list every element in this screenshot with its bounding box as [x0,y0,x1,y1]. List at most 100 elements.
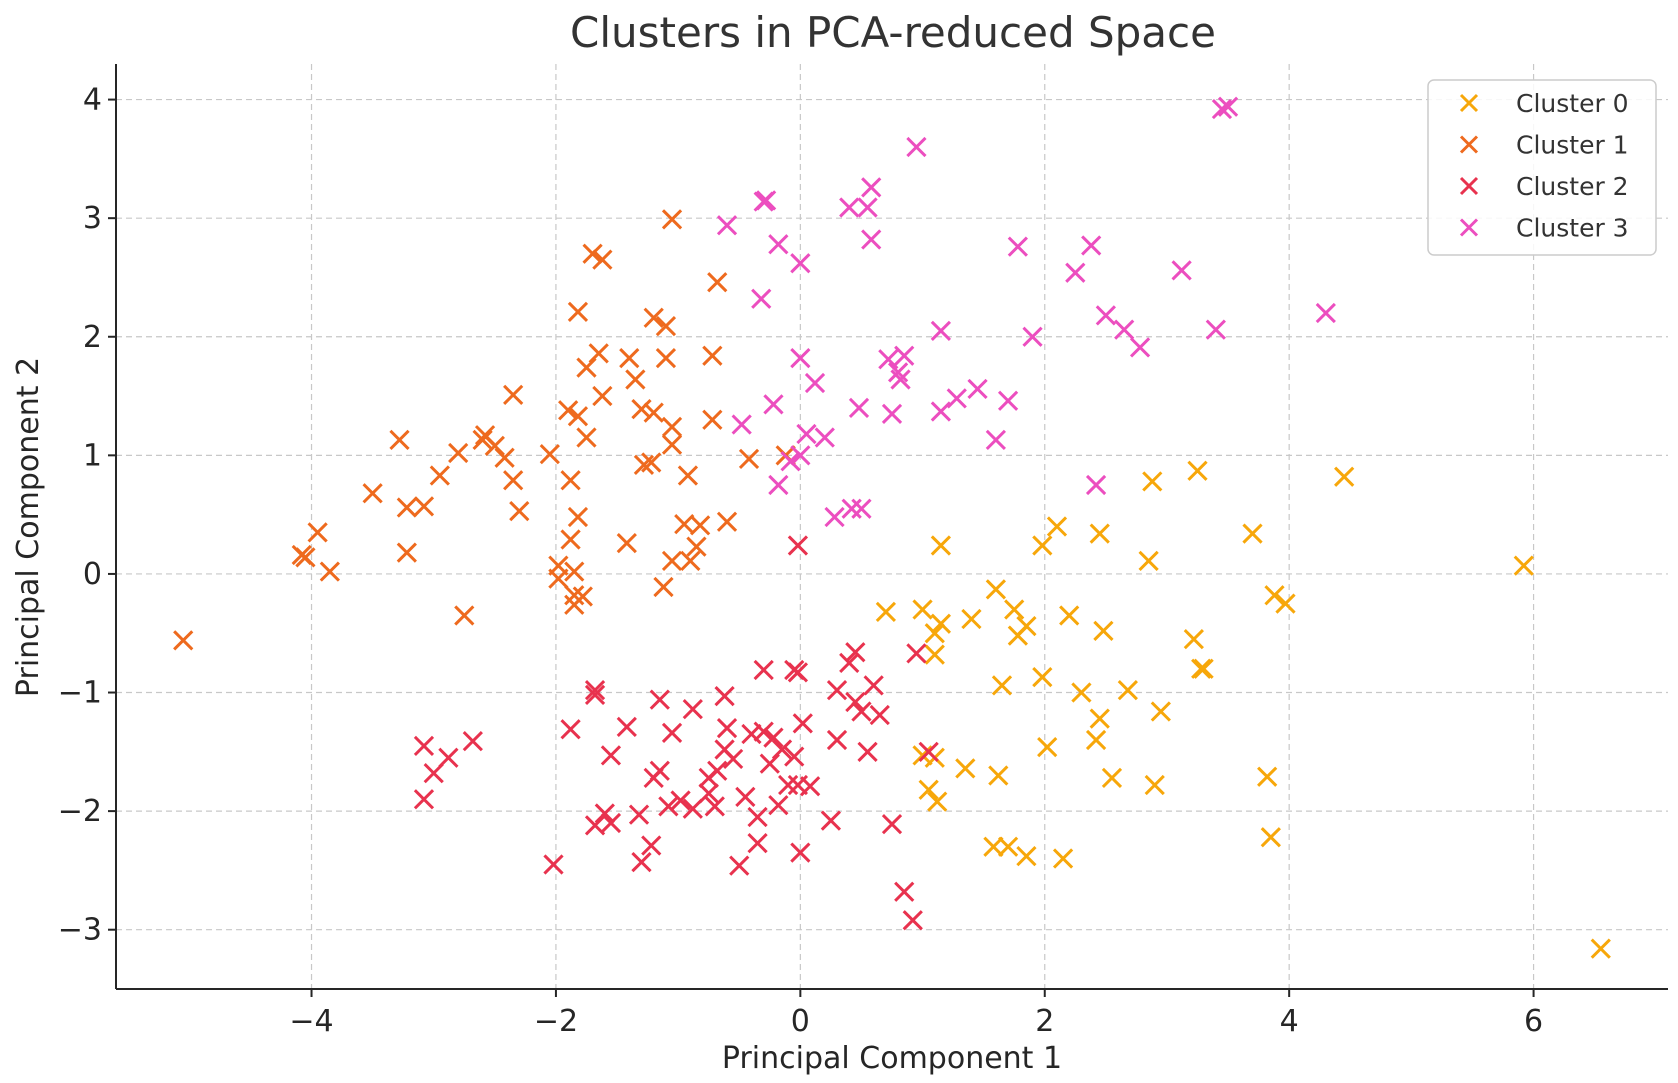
cluster-3-point [857,197,878,218]
cluster-1-point [588,343,609,364]
x-tick-label: 2 [1035,1004,1054,1039]
cluster-3-point [1114,319,1135,340]
cluster-0-point [1032,535,1053,556]
legend-marker-cluster-0 [1459,93,1479,113]
cluster-1-point [429,465,450,486]
legend-label-cluster-2: Cluster 2 [1516,172,1629,201]
cluster-2-point [661,722,683,743]
legend-label-cluster-0: Cluster 0 [1516,89,1629,118]
cluster-1-point [674,514,695,535]
cluster-1-point [307,522,328,543]
cluster-3-point [930,401,952,422]
cluster-1-point [641,452,662,473]
cluster-3-point [967,378,988,400]
cluster-3-point [763,394,784,415]
cluster-0-point [1016,615,1037,637]
cluster-1-point [396,497,417,518]
cluster-2-point [600,745,622,766]
cluster-0-point [1193,658,1214,679]
cluster-0-point [1037,736,1058,758]
legend-label-cluster-3: Cluster 3 [1516,214,1629,243]
cluster-0-point [955,758,976,779]
cluster-3-point [881,403,903,424]
cluster-3-point [731,414,752,435]
cluster-1-point [592,385,613,407]
cluster-2-point [413,789,435,810]
cluster-3-point [790,253,811,274]
cluster-3-point [839,197,860,218]
cluster-0-point [1085,729,1107,751]
cluster-3-point [768,474,789,496]
cluster-1-point [616,532,637,554]
cluster-1-point [707,272,728,293]
cluster-1-point [503,384,524,405]
cluster-2-point [584,680,606,701]
cluster-0-point [1264,585,1285,606]
cluster-0-point [1089,523,1110,544]
cluster-3-point [780,451,801,472]
cluster-1-point [548,555,569,576]
cluster-2-point [881,814,903,835]
cluster-0-point [924,623,945,644]
cluster-2-point [560,719,581,740]
cluster-2-point [820,810,842,831]
cluster-1-point [494,447,515,468]
cluster-0-point [1138,550,1159,572]
chart-title: Clusters in PCA-reduced Space [570,8,1216,57]
cluster-2-point [787,662,809,683]
cluster-0-point [1187,460,1208,481]
cluster-1-point [558,400,579,421]
cluster-0-point [1590,938,1611,959]
cluster-1-point [448,442,469,464]
cluster-1-point [686,536,707,557]
data-points [173,96,1611,959]
y-tick-label: 4 [83,83,102,118]
cluster-0-point [1275,593,1296,614]
cluster-1-point [472,429,493,451]
cluster-1-point [716,511,738,532]
y-tick-label: 1 [83,438,102,473]
cluster-0-point [1046,516,1068,537]
cluster-0-point [1101,767,1123,789]
cluster-2-point [902,910,923,931]
cluster-2-point [768,795,789,816]
cluster-1-point [653,576,674,598]
y-tick-label: −1 [58,676,102,711]
cluster-3-point [1095,305,1116,326]
y-tick-label: −2 [58,794,102,829]
cluster-1-point [661,209,683,230]
cluster-1-point [567,406,589,427]
cluster-2-point [413,735,435,757]
legend-marker-cluster-2 [1459,176,1479,196]
cluster-2-point [631,851,652,873]
cluster-2-point [784,746,805,767]
cluster-0-point [927,791,948,812]
x-tick-label: 4 [1280,1004,1299,1039]
cluster-2-point [839,652,860,673]
y-axis-label: Principal Component 2 [11,357,46,697]
cluster-0-point [1150,701,1171,722]
cluster-3-point [997,390,1019,411]
cluster-0-point [1144,774,1165,796]
cluster-1-point [572,586,593,607]
cluster-0-point [961,608,982,630]
cluster-1-point [655,347,677,369]
legend: Cluster 0 Cluster 1 Cluster 2 Cluster 3 [1427,79,1657,256]
cluster-3-point [716,215,738,236]
cluster-0-point [1004,599,1025,620]
cluster-2-point [894,881,915,902]
cluster-1-point [655,315,677,337]
cluster-3-point [878,349,899,370]
cluster-1-point [454,605,475,626]
cluster-1-point [592,249,613,270]
cluster-0-point [988,765,1009,786]
cluster-3-point [848,397,870,419]
cluster-3-point [861,177,882,198]
cluster-2-point [707,760,728,781]
cluster-2-point [851,701,872,722]
cluster-1-point [560,470,581,491]
cluster-1-point [702,409,723,430]
cluster-1-point [503,470,524,491]
cluster-2-point [649,760,670,781]
cluster-2-point [628,804,650,825]
